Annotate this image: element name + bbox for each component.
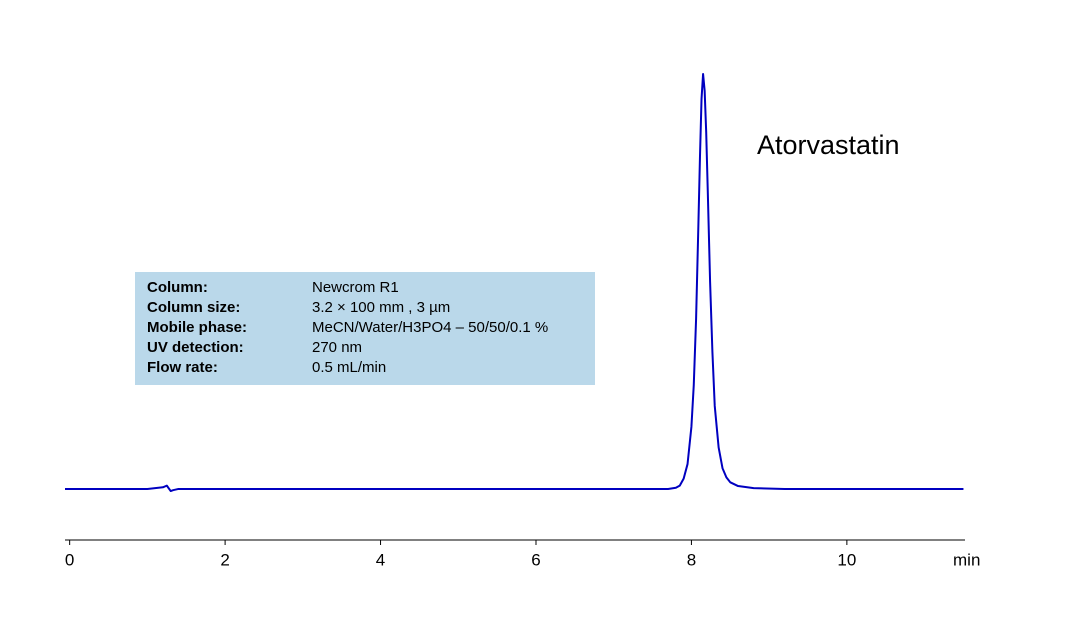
x-tick-label: 4 xyxy=(376,550,385,569)
peak-annotation: Atorvastatin xyxy=(757,130,900,160)
info-value: 3.2 × 100 mm , 3 µm xyxy=(312,299,450,316)
info-value: 270 nm xyxy=(312,339,362,356)
x-tick-label: 10 xyxy=(837,550,856,569)
chromatogram-line xyxy=(65,73,964,493)
x-tick-label: 0 xyxy=(65,550,74,569)
info-value: MeCN/Water/H3PO4 – 50/50/0.1 % xyxy=(312,319,548,336)
info-label: Flow rate: xyxy=(147,359,218,376)
x-tick-label: 2 xyxy=(220,550,229,569)
x-tick-label: 8 xyxy=(687,550,696,569)
info-label: Column: xyxy=(147,279,208,296)
x-tick-label: 6 xyxy=(531,550,540,569)
info-label: UV detection: xyxy=(147,339,244,356)
info-label: Column size: xyxy=(147,299,240,316)
info-box xyxy=(135,272,595,385)
info-label: Mobile phase: xyxy=(147,319,247,336)
info-value: 0.5 mL/min xyxy=(312,359,386,376)
info-value: Newcrom R1 xyxy=(312,279,399,296)
x-axis-label: min xyxy=(953,550,980,569)
